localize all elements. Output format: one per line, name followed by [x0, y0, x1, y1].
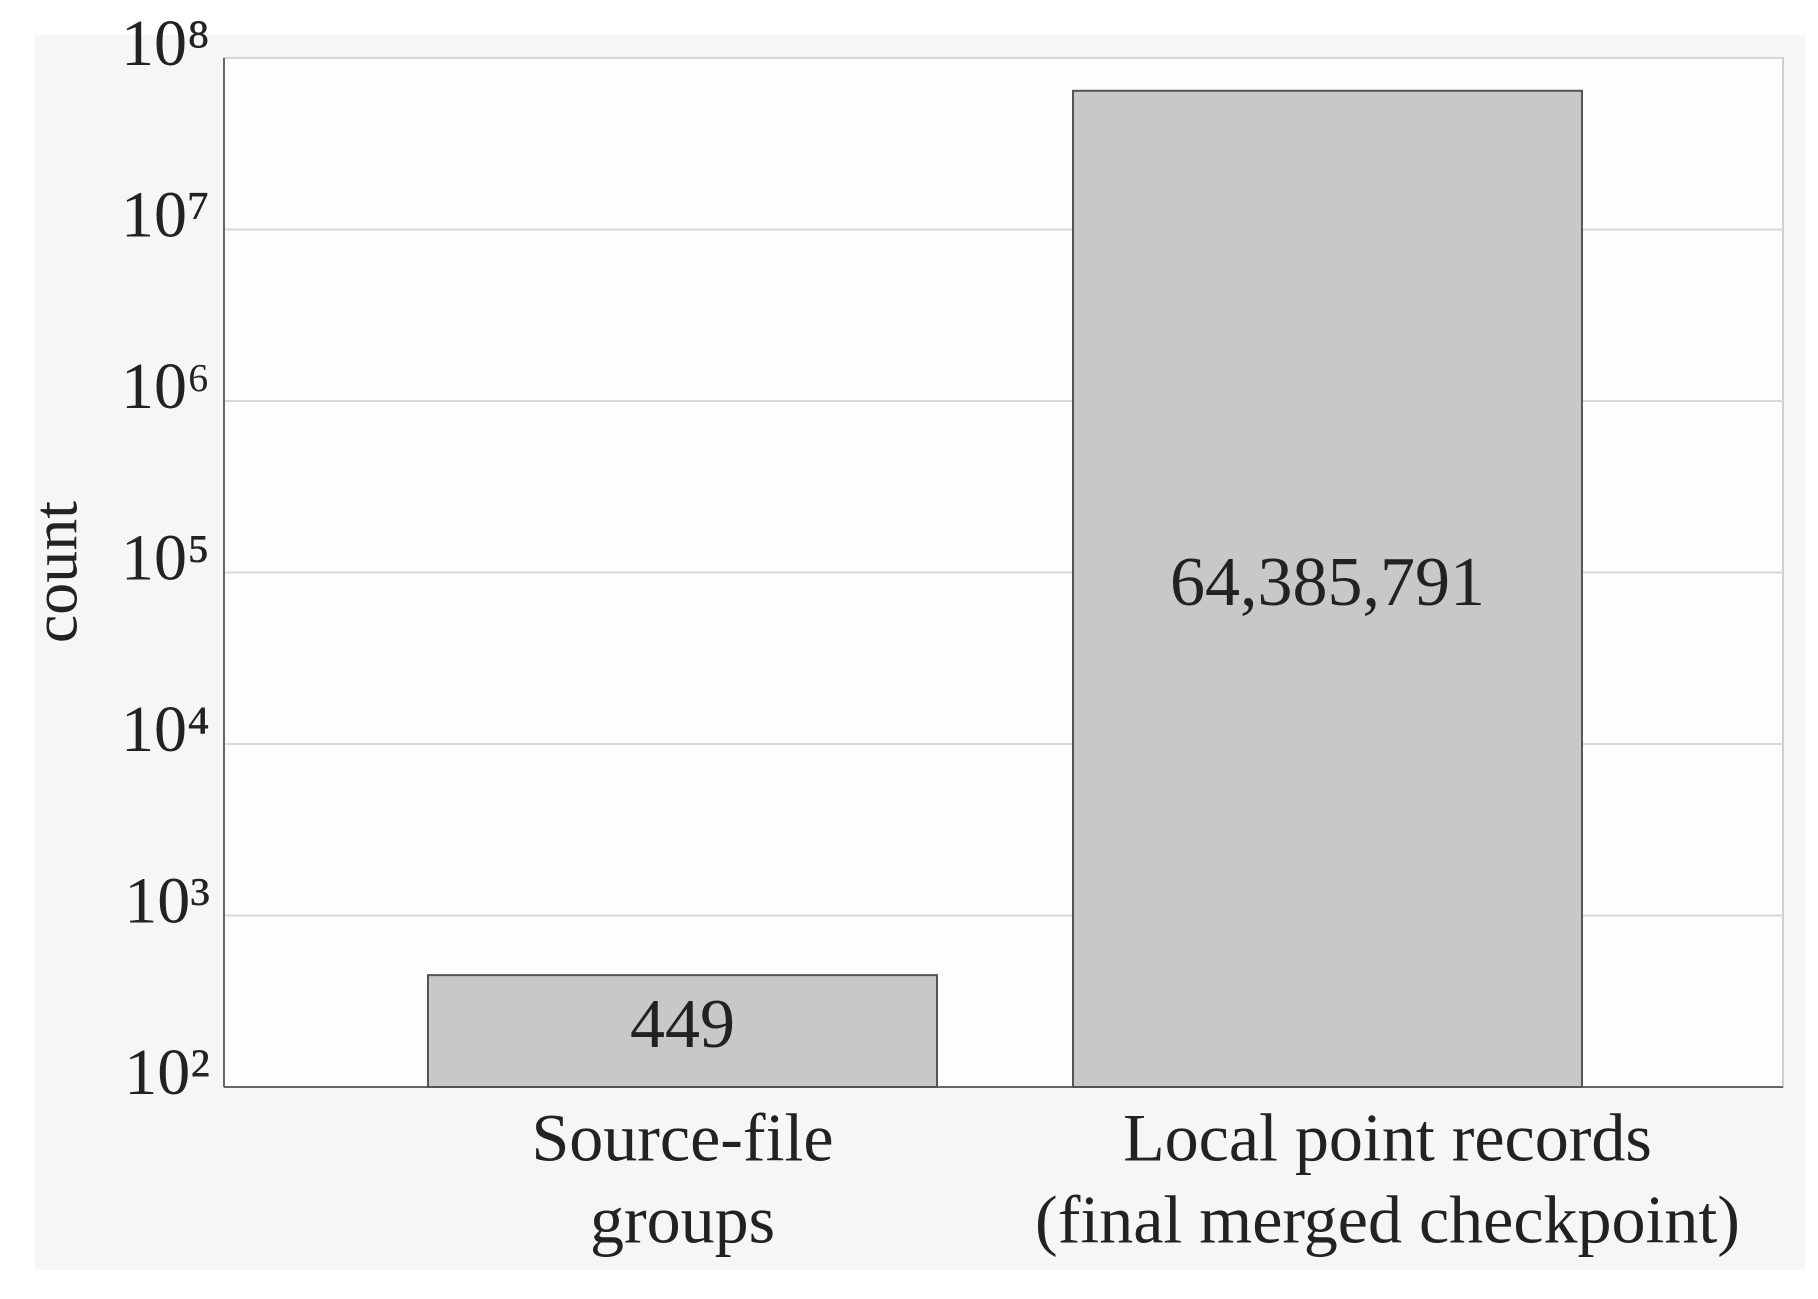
y-tick-label: 10³ [124, 865, 210, 938]
y-tick-label: 10² [124, 1036, 210, 1109]
y-tick-label: 10⁸ [121, 7, 210, 80]
x-tick-label: Local point records [1123, 1100, 1652, 1176]
bar [427, 974, 938, 1089]
y-tick-label: 10⁴ [121, 693, 210, 766]
bar [1072, 89, 1583, 1089]
y-tick-label: 10⁵ [121, 522, 210, 595]
y-tick-label: 10⁷ [121, 179, 210, 252]
x-tick-label: Source-file [531, 1100, 833, 1176]
x-tick-label: (final merged checkpoint) [1035, 1182, 1740, 1258]
x-tick-label: groups [590, 1182, 775, 1258]
value-label: 64,385,791 [1170, 544, 1485, 621]
value-label: 449 [630, 986, 735, 1063]
y-tick-label: 10⁶ [121, 350, 210, 423]
y-axis-label: count [20, 501, 91, 643]
